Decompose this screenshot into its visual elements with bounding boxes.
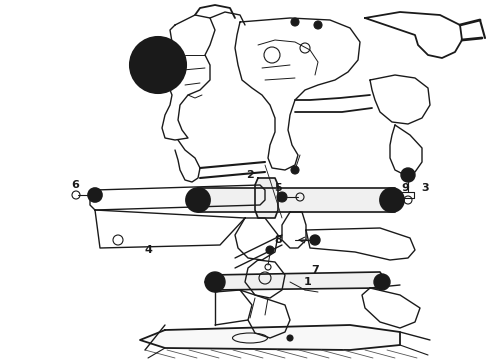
Circle shape [401, 168, 415, 182]
Text: 2: 2 [246, 170, 254, 180]
Circle shape [92, 192, 98, 198]
Circle shape [405, 172, 411, 178]
Circle shape [291, 166, 299, 174]
Circle shape [150, 57, 166, 73]
Circle shape [374, 274, 390, 290]
Circle shape [193, 195, 203, 205]
Polygon shape [140, 325, 400, 350]
Text: 6: 6 [71, 180, 79, 190]
Circle shape [186, 188, 210, 212]
Circle shape [211, 278, 219, 286]
Circle shape [291, 18, 299, 26]
Text: 3: 3 [421, 183, 429, 193]
Circle shape [379, 279, 385, 285]
Text: 4: 4 [144, 245, 152, 255]
Circle shape [88, 188, 102, 202]
Polygon shape [205, 272, 385, 290]
Text: 5: 5 [274, 183, 282, 193]
Polygon shape [198, 188, 395, 212]
Circle shape [205, 272, 225, 292]
Text: 7: 7 [311, 265, 319, 275]
Circle shape [310, 235, 320, 245]
Circle shape [277, 192, 287, 202]
Polygon shape [255, 178, 278, 218]
Circle shape [313, 238, 317, 242]
Text: 9: 9 [401, 183, 409, 193]
Circle shape [387, 195, 397, 205]
Text: 8: 8 [274, 235, 282, 245]
Circle shape [287, 335, 293, 341]
Circle shape [314, 21, 322, 29]
Text: 1: 1 [304, 277, 312, 287]
Circle shape [130, 37, 186, 93]
Circle shape [266, 246, 274, 254]
Circle shape [380, 188, 404, 212]
